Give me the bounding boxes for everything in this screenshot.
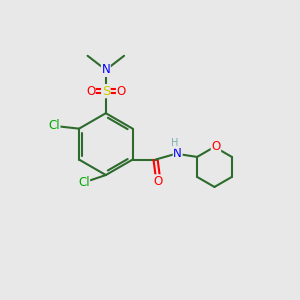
Text: N: N [101,63,110,76]
Text: O: O [211,140,220,153]
Text: N: N [173,147,182,160]
Text: H: H [171,138,178,148]
Text: O: O [153,175,163,188]
Text: O: O [116,85,126,98]
Text: Cl: Cl [78,176,90,189]
Text: Cl: Cl [48,119,60,132]
Text: O: O [86,85,95,98]
Text: S: S [102,85,110,98]
